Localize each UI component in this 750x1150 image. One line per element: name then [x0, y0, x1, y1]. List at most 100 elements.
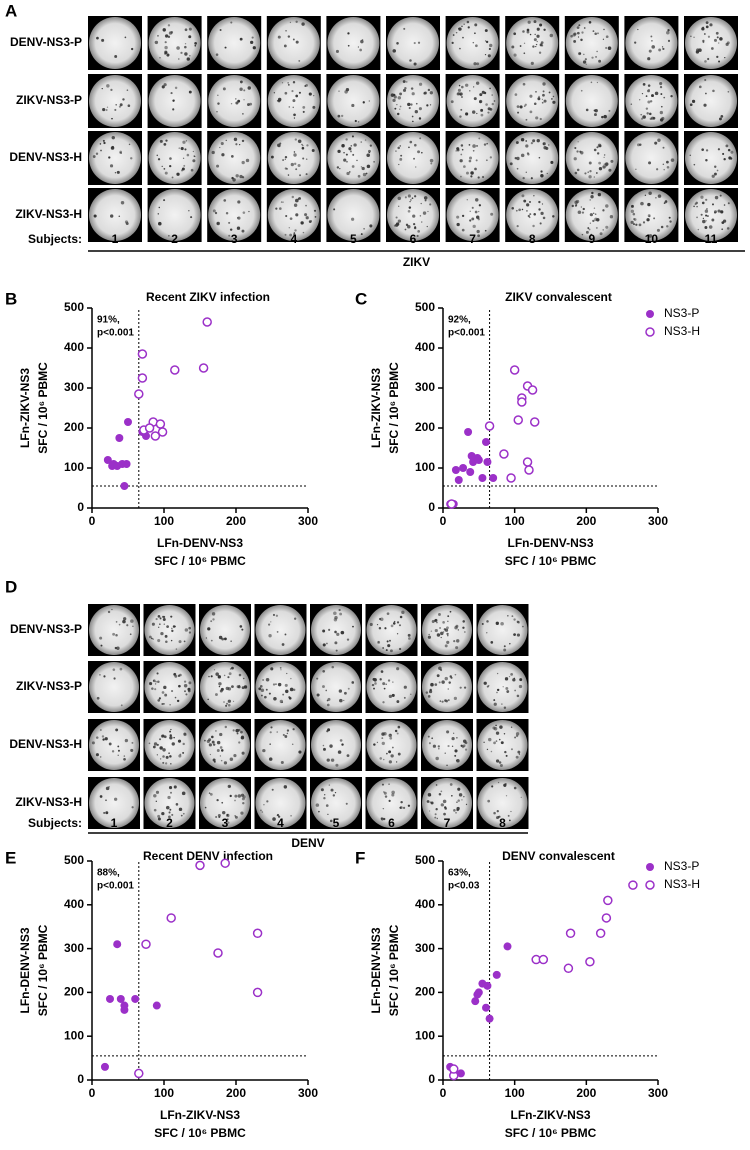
spot: [323, 747, 326, 751]
spot: [427, 88, 431, 92]
spot: [224, 46, 227, 49]
point: [527, 385, 538, 395]
spot: [427, 210, 429, 213]
spot: [491, 94, 493, 96]
spot: [486, 631, 488, 634]
spot: [396, 633, 399, 635]
spot: [337, 149, 341, 153]
spot: [351, 165, 355, 168]
x-tick-label: 100: [505, 514, 525, 528]
spot: [176, 699, 180, 703]
spot: [113, 677, 116, 680]
spot: [541, 44, 544, 47]
subject-number: 7: [469, 232, 476, 246]
spot: [651, 94, 654, 98]
spot: [234, 815, 236, 817]
spot: [119, 667, 123, 671]
spot: [489, 156, 493, 159]
spot: [295, 213, 299, 217]
point: [482, 1003, 490, 1012]
spot: [388, 733, 393, 738]
spot: [451, 737, 455, 741]
spot: [155, 800, 158, 803]
spot: [213, 669, 216, 671]
spot: [378, 627, 382, 630]
spot: [122, 98, 125, 101]
spot: [229, 228, 233, 231]
spot: [219, 146, 221, 149]
spot: [717, 209, 721, 213]
spot: [508, 819, 511, 822]
subjects-label: Subjects:: [28, 816, 82, 830]
spot: [431, 737, 434, 740]
spot: [409, 140, 413, 144]
spot: [168, 786, 173, 790]
spot: [361, 166, 365, 171]
spot: [521, 208, 524, 211]
spot: [516, 694, 520, 698]
spot: [227, 676, 230, 679]
spot: [490, 750, 493, 753]
spot: [397, 146, 400, 150]
spot: [607, 46, 612, 50]
point: [485, 1014, 494, 1023]
spot: [662, 163, 665, 166]
spot: [111, 135, 115, 140]
spot: [384, 795, 388, 798]
spot: [210, 639, 213, 642]
spot: [535, 116, 539, 120]
spot: [120, 152, 122, 154]
point: [503, 942, 512, 951]
spot: [220, 687, 224, 691]
chart-title: Recent DENV infection: [143, 849, 273, 863]
row-label: DENV-NS3-P: [10, 622, 82, 636]
spot: [102, 738, 105, 741]
spot: [188, 27, 192, 31]
spot: [262, 748, 266, 753]
spot: [591, 56, 594, 59]
spot: [388, 799, 391, 802]
spot: [404, 228, 407, 231]
spot: [222, 810, 226, 815]
spot: [459, 686, 462, 689]
spot: [486, 620, 489, 623]
spot: [633, 223, 636, 226]
spot: [408, 206, 412, 209]
spot: [605, 46, 608, 50]
spot: [517, 750, 521, 754]
spot: [592, 30, 595, 33]
spot: [119, 152, 121, 154]
spot: [156, 672, 159, 675]
spot: [632, 212, 636, 216]
spot: [552, 95, 555, 98]
spot: [295, 20, 298, 23]
spot: [172, 99, 175, 102]
annotation: 88%,: [97, 868, 120, 879]
spot: [184, 45, 187, 49]
spot: [291, 743, 294, 746]
spot: [427, 695, 431, 698]
spot: [241, 139, 245, 143]
spot: [290, 815, 292, 817]
spot: [456, 639, 460, 643]
spot: [716, 36, 719, 39]
spot: [457, 799, 460, 802]
spot: [215, 815, 218, 818]
well: [506, 189, 559, 241]
spot: [496, 691, 498, 694]
x-tick-label: 200: [226, 1086, 246, 1100]
spot: [660, 93, 663, 96]
spot: [515, 141, 519, 144]
spot: [208, 743, 212, 747]
spot: [354, 119, 357, 123]
well: [366, 720, 417, 770]
spot: [719, 194, 722, 197]
spot: [207, 627, 211, 631]
spot: [605, 225, 609, 229]
spot: [345, 153, 348, 156]
spot: [449, 610, 452, 613]
spot: [182, 140, 186, 144]
spot: [226, 818, 229, 821]
spot: [596, 152, 600, 155]
spot: [234, 799, 236, 802]
